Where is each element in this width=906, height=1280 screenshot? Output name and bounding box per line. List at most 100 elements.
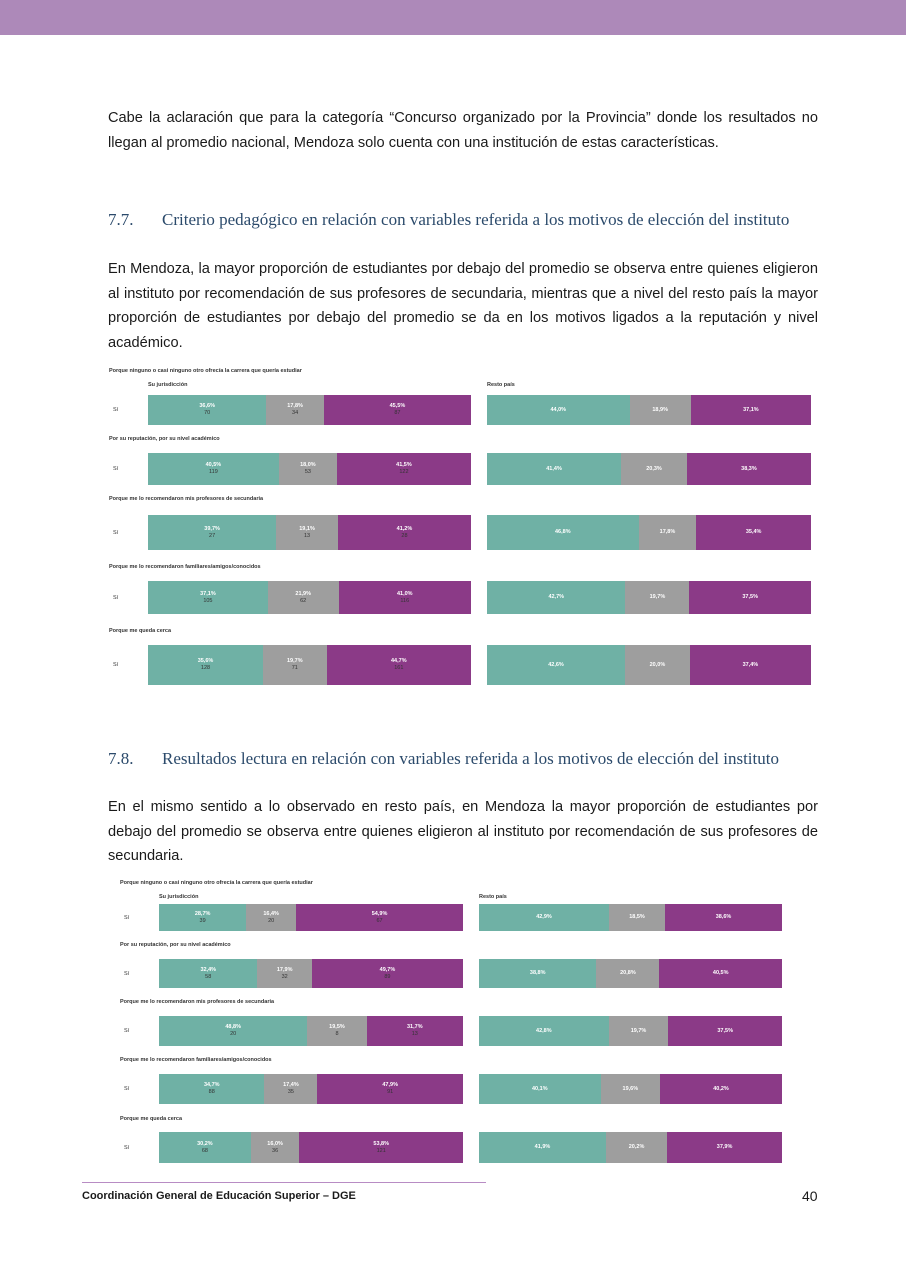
count-label: 119: [209, 469, 218, 475]
percent-label: 40,1%: [532, 1085, 548, 1092]
question-label: Porque me queda cerca: [120, 1116, 183, 1122]
count-label: 161: [394, 665, 404, 671]
bar-segment-jurisdiccion: 39,7% 27: [148, 515, 277, 550]
question-label: Por su reputación, por su nivel académic…: [109, 436, 220, 442]
percent-label: 19,1%: [299, 525, 315, 532]
percent-label: 16,4%: [263, 910, 279, 917]
bar-segment-jurisdiccion: 16,4% 20: [246, 904, 297, 931]
bar-segment-jurisdiccion: 41,5% 122: [336, 453, 471, 485]
percent-label: 38,8%: [529, 970, 546, 976]
bar-segment-resto_pais: 38,8%: [479, 959, 597, 988]
bar-segment-jurisdiccion: 37,1% 105: [148, 581, 268, 614]
bar-segment-resto_pais: 42,7%: [487, 581, 626, 614]
percent-label: 18,9%: [652, 406, 668, 413]
bar-segment-resto_pais: 42,9%: [479, 904, 609, 931]
count-label: 71: [291, 665, 298, 671]
row-label-si: Sí: [113, 662, 119, 668]
percent-label: 20,2%: [628, 1144, 645, 1150]
percent-label: 41,0%: [396, 590, 413, 597]
percent-label: 42,8%: [536, 1027, 552, 1034]
bar-segment-jurisdiccion: 19,1% 13: [276, 515, 338, 550]
percent-label: 40,5%: [205, 462, 222, 468]
bar-segment-resto_pais: 42,6%: [487, 645, 626, 685]
heading-title: Resultados lectura en relación con varia…: [162, 749, 779, 768]
percent-label: 41,5%: [396, 462, 412, 468]
percent-label: 42,7%: [548, 594, 565, 600]
heading-number: 7.7.: [108, 210, 134, 229]
bar-segment-resto_pais: 38,3%: [686, 453, 811, 485]
percent-label: 19,7%: [649, 594, 666, 600]
percent-label: 18,5%: [629, 914, 645, 920]
intro-paragraph: Cabe la aclaración que para la categoría…: [108, 110, 818, 151]
bar-segment-jurisdiccion: 47,9% 91: [317, 1074, 463, 1104]
bar-segment-resto_pais: 44,0%: [487, 395, 630, 425]
percent-label: 42,6%: [548, 661, 564, 668]
bar-segment-jurisdiccion: 18,0% 53: [278, 453, 337, 485]
percent-label: 42,9%: [536, 914, 552, 920]
row-label-si: Sí: [113, 529, 119, 536]
panel-label-jurisdiccion: Su jurisdicción: [159, 894, 199, 900]
bar-segment-jurisdiccion: 16,0% 36: [250, 1132, 300, 1163]
percent-label: 21,9%: [295, 590, 311, 597]
count-label: 88: [208, 1089, 215, 1095]
percent-label: 31,7%: [407, 1024, 423, 1030]
bar-segment-resto_pais: 37,5%: [689, 581, 811, 614]
section-heading-7-8: 7.8. Resultados lectura en relación con …: [108, 747, 818, 771]
percent-label: 16,0%: [267, 1140, 283, 1147]
question-label: Porque ninguno o casi ninguno otro ofrec…: [120, 880, 313, 886]
bar-segment-jurisdiccion: 30,2% 68: [159, 1132, 251, 1163]
percent-label: 41,4%: [546, 465, 562, 472]
percent-label: 19,7%: [630, 1027, 647, 1034]
percent-label: 36,6%: [199, 403, 215, 409]
bar-segment-resto_pais: 38,6%: [665, 904, 782, 931]
bar-segment-jurisdiccion: 34,7% 88: [159, 1074, 265, 1104]
count-label: 34: [292, 410, 299, 416]
heading-number: 7.8.: [108, 749, 134, 768]
bar-segment-resto_pais: 20,0%: [625, 645, 690, 685]
paragraph-7-8: En el mismo sentido a lo observado en re…: [108, 799, 818, 864]
percent-label: 18,0%: [300, 462, 316, 468]
page-number: 40: [802, 1188, 818, 1204]
percent-label: 34,7%: [203, 1082, 220, 1088]
count-label: 20: [268, 917, 275, 924]
bar-segment-jurisdiccion: 48,8% 20: [159, 1016, 308, 1046]
bar-segment-jurisdiccion: 21,9% 62: [267, 581, 339, 614]
bar-segment-resto_pais: 42,8%: [479, 1016, 609, 1046]
count-label: 58: [205, 973, 212, 980]
question-label: Porque me lo recomendaron mis profesores…: [120, 999, 275, 1005]
count-label: 122: [399, 469, 409, 475]
count-label: 67: [376, 917, 383, 924]
percent-label: 19,5%: [329, 1024, 345, 1030]
bar-segment-jurisdiccion: 41,2% 28: [337, 515, 471, 550]
percent-label: 17,8%: [659, 529, 676, 535]
percent-label: 44,0%: [550, 406, 567, 413]
question-label: Porque me queda cerca: [109, 628, 172, 634]
bar-segment-jurisdiccion: 41,0% 116: [338, 581, 471, 614]
percent-label: 19,6%: [622, 1085, 639, 1092]
percent-label: 46,8%: [555, 529, 571, 535]
count-label: 89: [384, 973, 391, 980]
bar-segment-jurisdiccion: 49,7% 89: [311, 959, 463, 988]
percent-label: 37,5%: [717, 1027, 733, 1034]
percent-label: 44,7%: [390, 658, 407, 664]
percent-label: 20,0%: [649, 661, 666, 668]
row-label-si: Sí: [113, 594, 119, 601]
percent-label: 37,9%: [716, 1144, 733, 1150]
percent-label: 28,7%: [194, 910, 211, 917]
percent-label: 17,9%: [276, 966, 293, 973]
question-label: Por su reputación, por su nivel académic…: [120, 942, 231, 948]
bar-segment-resto_pais: 40,5%: [659, 959, 782, 988]
footer-divider: [82, 1182, 486, 1183]
bar-segment-jurisdiccion: 19,5% 8: [307, 1016, 367, 1046]
row-label-si: Sí: [124, 1086, 130, 1092]
count-label: 121: [376, 1147, 386, 1154]
count-label: 20: [230, 1031, 237, 1037]
header-band: [0, 0, 906, 35]
count-label: 91: [387, 1089, 394, 1095]
count-label: 128: [200, 665, 211, 671]
bar-segment-resto_pais: 20,3%: [621, 453, 687, 485]
count-label: 70: [204, 410, 211, 416]
percent-label: 37,1%: [743, 406, 759, 413]
bar-segment-jurisdiccion: 40,5% 119: [148, 453, 279, 485]
panel-label-jurisdiccion: Su jurisdicción: [148, 382, 188, 388]
